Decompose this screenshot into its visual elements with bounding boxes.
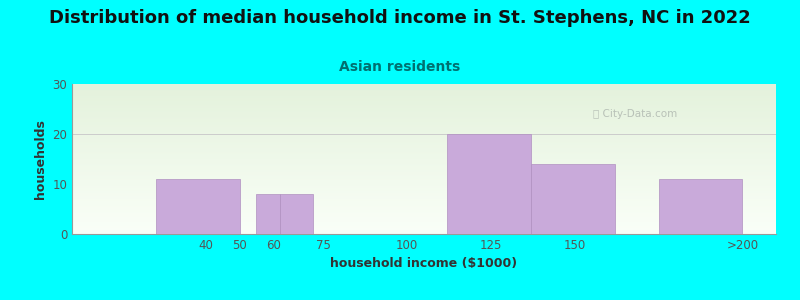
Y-axis label: households: households <box>34 119 46 199</box>
Bar <box>658 179 742 234</box>
Bar <box>256 194 280 234</box>
Text: ⓘ City-Data.com: ⓘ City-Data.com <box>593 109 678 119</box>
Bar <box>280 194 314 234</box>
Text: Asian residents: Asian residents <box>339 60 461 74</box>
X-axis label: household income ($1000): household income ($1000) <box>330 257 518 270</box>
Bar <box>156 179 240 234</box>
Bar <box>447 134 531 234</box>
Text: Distribution of median household income in St. Stephens, NC in 2022: Distribution of median household income … <box>49 9 751 27</box>
Bar <box>531 164 615 234</box>
